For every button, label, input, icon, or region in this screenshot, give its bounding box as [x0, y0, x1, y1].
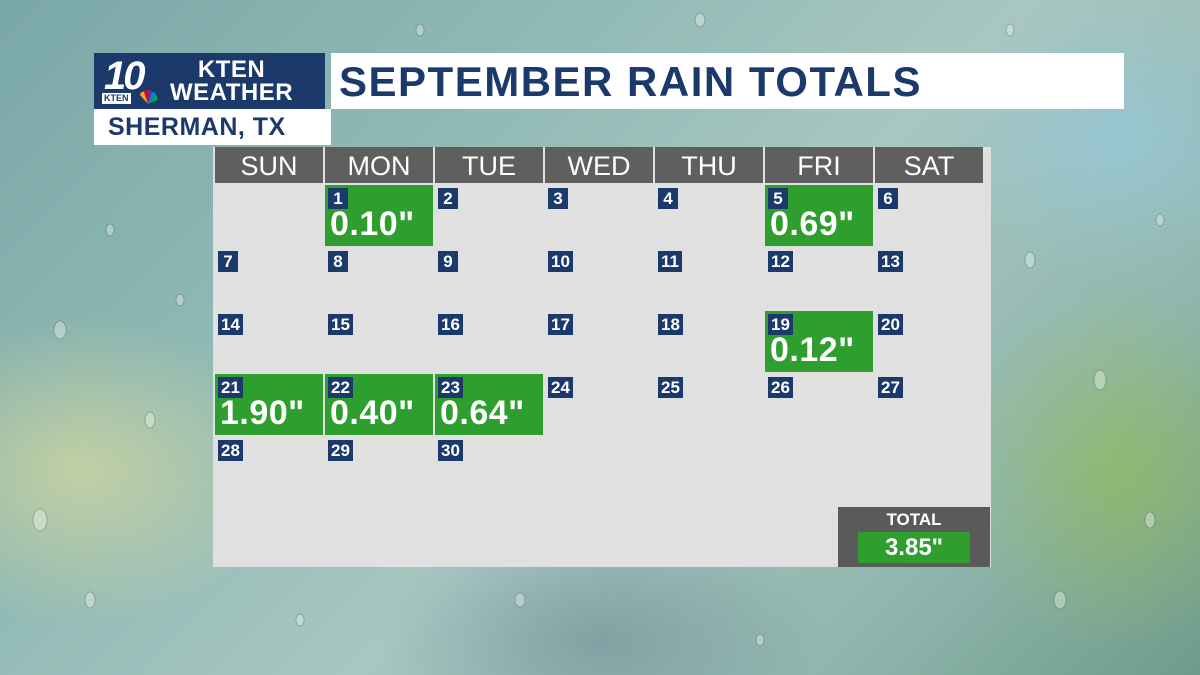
- day-number: 23: [438, 377, 463, 398]
- day-number: 1: [328, 188, 348, 209]
- day-number: 24: [548, 377, 573, 398]
- day-number: 29: [328, 440, 353, 461]
- calendar-day: 8: [325, 248, 435, 311]
- calendar-day: 16: [435, 311, 545, 374]
- day-number: 10: [548, 251, 573, 272]
- calendar-day: 4: [655, 185, 765, 248]
- calendar-day: 0.69" 5: [765, 185, 875, 248]
- day-number: 18: [658, 314, 683, 335]
- day-number: 9: [438, 251, 458, 272]
- logo-line-1: KTEN: [197, 56, 266, 83]
- day-number: 27: [878, 377, 903, 398]
- weekday-header: FRI: [765, 147, 875, 183]
- calendar-day: 0.64" 23: [435, 374, 545, 437]
- calendar-day: 0.40" 22: [325, 374, 435, 437]
- calendar-day: 30: [435, 437, 545, 500]
- calendar-day: 10: [545, 248, 655, 311]
- day-number: 22: [328, 377, 353, 398]
- weekday-header: MON: [325, 147, 435, 183]
- weekday-header: WED: [545, 147, 655, 183]
- day-number: 5: [768, 188, 788, 209]
- rain-amount: 0.69": [770, 205, 855, 243]
- logo-wordmark: KTEN WEATHER: [170, 56, 294, 106]
- calendar-day: 24: [545, 374, 655, 437]
- rain-amount: 0.64": [440, 394, 525, 432]
- logo-line-2: WEATHER: [170, 79, 294, 106]
- calendar-day: 12: [765, 248, 875, 311]
- calendar-day: 1.90" 21: [215, 374, 325, 437]
- weekday-header: SUN: [215, 147, 325, 183]
- rain-amount: 1.90": [220, 394, 305, 432]
- weekday-header: THU: [655, 147, 765, 183]
- channel-number: 10: [104, 54, 145, 98]
- page-title: SEPTEMBER RAIN TOTALS: [331, 53, 1124, 109]
- day-number: 15: [328, 314, 353, 335]
- day-number: 4: [658, 188, 678, 209]
- calendar-day: 11: [655, 248, 765, 311]
- calendar-day: 17: [545, 311, 655, 374]
- day-number: 11: [658, 251, 682, 272]
- calendar-day: 6: [875, 185, 985, 248]
- day-number: 6: [878, 188, 898, 209]
- calendar-day: 26: [765, 374, 875, 437]
- total-label: TOTAL: [886, 510, 942, 529]
- calendar-day: 0.10" 1: [325, 185, 435, 248]
- rain-amount: 0.12": [770, 331, 855, 369]
- calendar-day: 29: [325, 437, 435, 500]
- rain-calendar: SUN MON TUE WED THU FRI SAT 0.10" 1 2 3 4 0.69" 5 6 7 8 9…: [213, 147, 991, 567]
- rain-amount: 0.40": [330, 394, 415, 432]
- calendar-day: 15: [325, 311, 435, 374]
- calendar-day: 18: [655, 311, 765, 374]
- day-number: 30: [438, 440, 463, 461]
- day-number: 20: [878, 314, 903, 335]
- calendar-day: 9: [435, 248, 545, 311]
- calendar-day: 7: [215, 248, 325, 311]
- calendar-day: 27: [875, 374, 985, 437]
- weekday-header: SAT: [875, 147, 985, 183]
- station-logo: 10 KTEN KTEN WEATHER: [94, 53, 325, 109]
- day-number: 25: [658, 377, 683, 398]
- station-callsign: KTEN: [102, 93, 131, 104]
- calendar-day: 3: [545, 185, 655, 248]
- calendar-day: 28: [215, 437, 325, 500]
- total-value: 3.85": [858, 532, 970, 563]
- day-number: 14: [218, 314, 243, 335]
- calendar-day: 2: [435, 185, 545, 248]
- day-number: 21: [218, 377, 243, 398]
- day-number: 12: [768, 251, 793, 272]
- day-number: 19: [768, 314, 793, 335]
- day-number: 3: [548, 188, 568, 209]
- calendar-day: 13: [875, 248, 985, 311]
- total-box: TOTAL 3.85": [838, 507, 990, 567]
- rain-amount-box: 0.40": [325, 374, 435, 435]
- day-number: 7: [218, 251, 238, 272]
- day-number: 28: [218, 440, 243, 461]
- day-number: 2: [438, 188, 458, 209]
- day-number: 16: [438, 314, 463, 335]
- channel-badge: 10 KTEN: [94, 53, 174, 109]
- day-number: 13: [878, 251, 903, 272]
- rain-amount: 0.10": [330, 205, 415, 243]
- day-number: 8: [328, 251, 348, 272]
- weekday-header: TUE: [435, 147, 545, 183]
- calendar-day: 25: [655, 374, 765, 437]
- calendar-day: 14: [215, 311, 325, 374]
- calendar-day: 0.12" 19: [765, 311, 875, 374]
- peacock-icon: [140, 89, 158, 104]
- day-number: 26: [768, 377, 793, 398]
- location-label: SHERMAN, TX: [94, 109, 331, 145]
- day-number: 17: [548, 314, 573, 335]
- calendar-day: 20: [875, 311, 985, 374]
